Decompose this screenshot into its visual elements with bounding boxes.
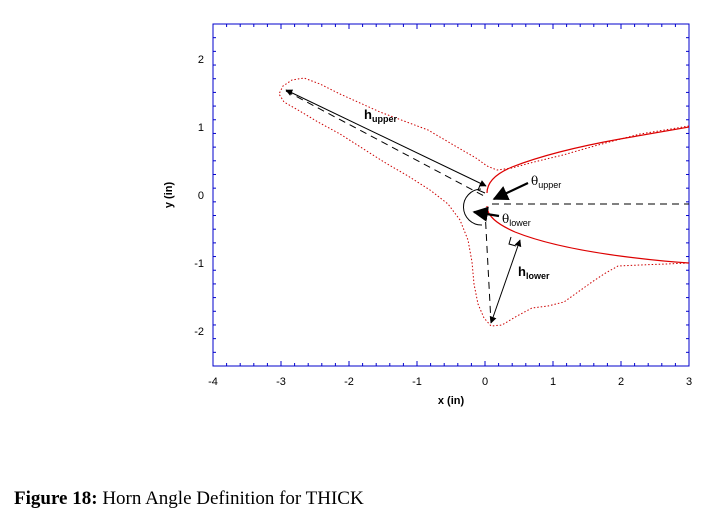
y-tick-labels: 2 1 0 -1 -2 <box>194 54 204 338</box>
plot-frame <box>212 23 690 367</box>
clean-airfoil-lower <box>486 205 689 264</box>
lower-horn-dashed-line <box>484 209 492 324</box>
construction-lines <box>285 89 689 324</box>
theta-upper-label: θupper <box>531 174 561 190</box>
x-tick-label: -1 <box>412 376 422 388</box>
upper-horn-dashed-line <box>285 90 487 198</box>
figure-caption: Figure 18: Horn Angle Definition for THI… <box>14 488 364 510</box>
clean-airfoil-upper <box>486 126 689 194</box>
caption-text: Horn Angle Definition for THICK <box>102 488 364 509</box>
y-tick-label: 0 <box>198 190 204 202</box>
x-tick-label: -3 <box>276 376 286 388</box>
caption-label: Figure 18: <box>14 488 98 509</box>
ice-shape-outline <box>278 77 689 327</box>
x-axis-label: x (in) <box>438 395 465 407</box>
x-tick-label: 3 <box>686 376 692 388</box>
y-tick-label: 1 <box>198 122 204 134</box>
y-tick-label: -2 <box>194 326 204 338</box>
y-tick-label: -1 <box>194 258 204 270</box>
h-upper-label: hupper <box>364 107 397 124</box>
x-tick-label: -2 <box>344 376 354 388</box>
y-axis-label: y (in) <box>163 182 175 209</box>
h-lower-label: hlower <box>518 264 550 281</box>
h-upper-right-angle <box>477 182 486 194</box>
x-tick-label: 2 <box>618 376 624 388</box>
theta-arc <box>463 188 483 226</box>
theta-lower-label: θlower <box>502 212 531 228</box>
axis-ticks <box>212 23 690 367</box>
h-lower-right-angle <box>508 236 517 247</box>
x-tick-label: -4 <box>208 376 218 388</box>
h-lower-arrow <box>489 239 522 324</box>
x-tick-label: 1 <box>550 376 556 388</box>
x-tick-label: 0 <box>482 376 488 388</box>
theta-upper-arrow <box>492 182 529 201</box>
h-upper-arrow <box>285 89 487 187</box>
y-tick-label: 2 <box>198 54 204 66</box>
x-tick-labels: -4 -3 -2 -1 0 1 2 3 <box>208 376 692 388</box>
theta-lower-arrow <box>472 206 500 222</box>
